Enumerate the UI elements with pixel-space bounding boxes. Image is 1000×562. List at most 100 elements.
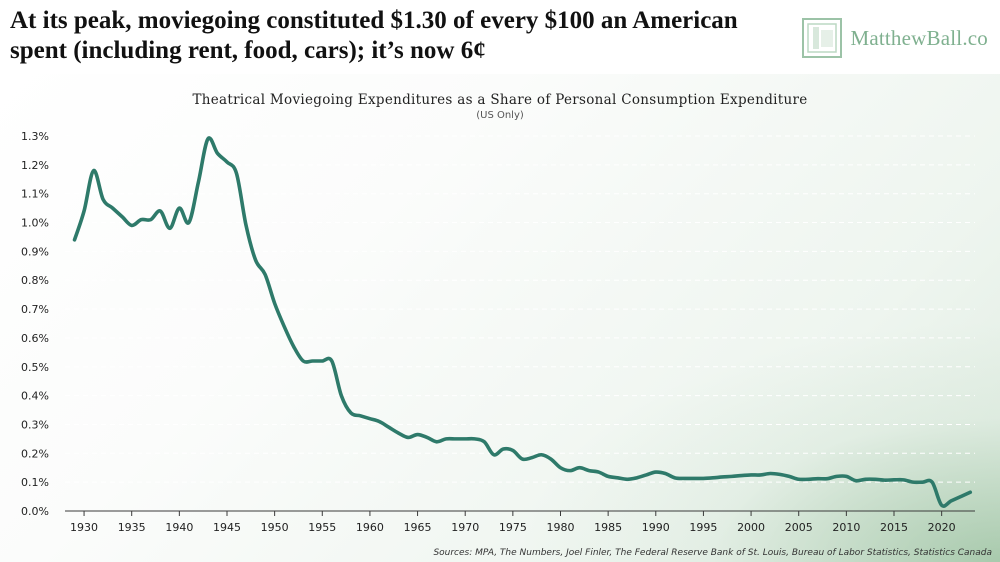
x-tick-label: 1990 <box>642 521 670 534</box>
sources-note: Sources: MPA, The Numbers, Joel Finler, … <box>433 548 992 558</box>
data-point <box>283 325 285 327</box>
data-point <box>550 458 552 460</box>
data-point <box>940 504 942 506</box>
data-point <box>254 259 256 261</box>
data-point <box>883 479 885 481</box>
series-line <box>72 136 973 508</box>
axes <box>65 510 975 516</box>
x-tick-label: 1940 <box>165 521 193 534</box>
data-point <box>493 454 495 456</box>
chart-title: Theatrical Moviegoing Expenditures as a … <box>192 92 808 108</box>
data-point <box>912 481 914 483</box>
brand-name: MatthewBall.co <box>850 25 988 50</box>
x-tick-label: 1945 <box>213 521 241 534</box>
line-chart: 0.0% 0.1% 0.2% 0.3% 0.4% 0.5% 0.6% 0.7% 0.8% 0.9%… <box>21 130 975 534</box>
data-point <box>712 477 714 479</box>
data-point <box>331 360 333 362</box>
x-tick-label: 1995 <box>689 521 717 534</box>
data-point <box>235 172 237 174</box>
x-tick-label: 1970 <box>451 521 479 534</box>
x-tick-label: 1980 <box>546 521 574 534</box>
data-point <box>578 467 580 469</box>
data-point <box>483 441 485 443</box>
x-tick-label: 2000 <box>737 521 765 534</box>
data-point <box>502 448 504 450</box>
y-tick-label: 0.5% <box>21 361 49 374</box>
data-point <box>131 224 133 226</box>
data-point <box>855 480 857 482</box>
data-point <box>464 438 466 440</box>
data-point <box>359 415 361 417</box>
data-point <box>826 477 828 479</box>
x-tick-label: 2005 <box>785 521 813 534</box>
data-point <box>664 472 666 474</box>
data-point <box>226 161 228 163</box>
data-point <box>178 207 180 209</box>
data-point <box>407 436 409 438</box>
y-tick-label: 1.3% <box>21 130 49 143</box>
data-point <box>197 181 199 183</box>
x-tick-label: 1985 <box>594 521 622 534</box>
data-point <box>150 218 152 220</box>
chart-area: Theatrical Moviegoing Expenditures as a … <box>0 74 1000 562</box>
chart-subtitle: (US Only) <box>476 110 524 121</box>
data-point <box>960 495 962 497</box>
brand[interactable]: MatthewBall.co <box>802 16 988 60</box>
x-tick-label: 2020 <box>928 521 956 534</box>
y-tick-label: 0.0% <box>21 505 49 518</box>
y-tick-label: 1.2% <box>21 159 49 172</box>
data-point <box>864 478 866 480</box>
data-point <box>655 471 657 473</box>
data-point <box>340 394 342 396</box>
data-point <box>607 475 609 477</box>
y-tick-label: 1.0% <box>21 217 49 230</box>
y-tick-label: 0.3% <box>21 418 49 431</box>
y-tick-label: 1.1% <box>21 188 49 201</box>
data-point <box>588 469 590 471</box>
data-point <box>636 477 638 479</box>
data-point <box>721 476 723 478</box>
x-tick-label: 1965 <box>404 521 432 534</box>
data-point <box>264 273 266 275</box>
data-point <box>83 210 85 212</box>
data-point <box>626 478 628 480</box>
data-point <box>693 477 695 479</box>
data-point <box>798 478 800 480</box>
data-point <box>245 224 247 226</box>
y-tick-label: 0.8% <box>21 274 49 287</box>
y-tick-label: 0.4% <box>21 390 49 403</box>
data-point <box>121 216 123 218</box>
data-point <box>931 481 933 483</box>
data-point <box>159 210 161 212</box>
y-tick-label: 0.7% <box>21 303 49 316</box>
y-tick-labels: 0.0% 0.1% 0.2% 0.3% 0.4% 0.5% 0.6% 0.7% 0.8% 0.9%… <box>21 130 49 518</box>
data-point <box>817 477 819 479</box>
data-point <box>921 481 923 483</box>
data-point <box>759 474 761 476</box>
data-point <box>674 477 676 479</box>
x-tick-label: 1955 <box>308 521 336 534</box>
data-point <box>292 345 294 347</box>
x-tick-label: 1930 <box>70 521 98 534</box>
x-tick-labels: 1930 1935 1940 1945 1950 1955 1960 1965 1970 1975… <box>70 521 956 534</box>
data-point <box>92 169 94 171</box>
x-tick-label: 1950 <box>261 521 289 534</box>
data-point <box>893 479 895 481</box>
data-point <box>731 475 733 477</box>
y-tick-label: 0.6% <box>21 332 49 345</box>
data-point <box>474 438 476 440</box>
data-point <box>454 438 456 440</box>
data-point <box>540 454 542 456</box>
data-point <box>207 138 209 140</box>
data-point <box>702 477 704 479</box>
data-point <box>273 302 275 304</box>
x-tick-label: 1975 <box>499 521 527 534</box>
data-point <box>616 477 618 479</box>
data-point <box>216 152 218 154</box>
y-tick-label: 0.9% <box>21 245 49 258</box>
data-point <box>188 221 190 223</box>
data-point <box>969 491 971 493</box>
data-point <box>111 207 113 209</box>
data-point <box>788 475 790 477</box>
data-point <box>312 360 314 362</box>
